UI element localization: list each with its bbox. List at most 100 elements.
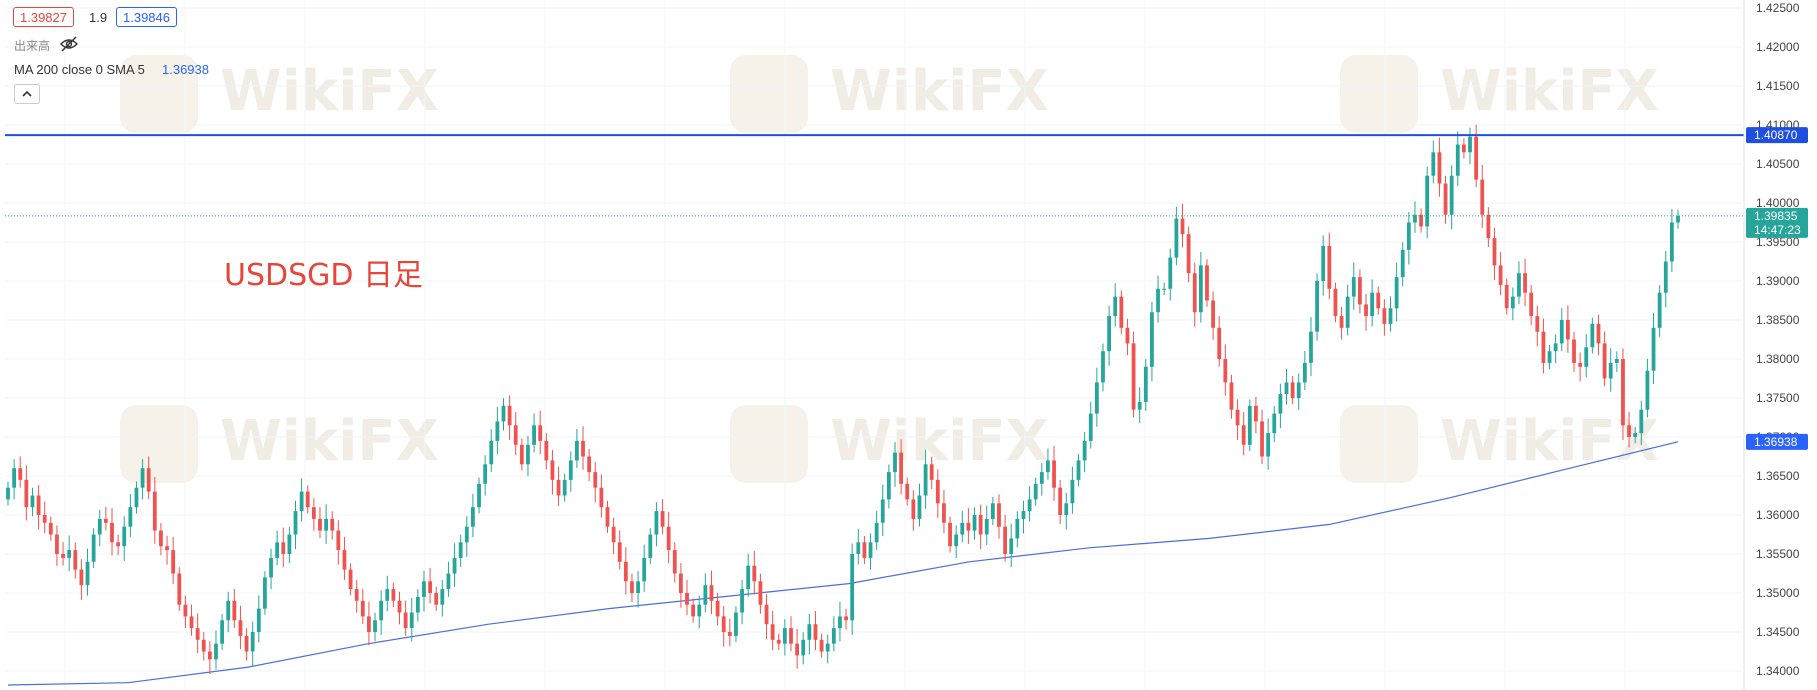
candle-body (960, 522, 965, 535)
candle-body (91, 534, 96, 562)
candle-body (287, 534, 292, 554)
candle-body (177, 573, 182, 605)
candle-body (819, 639, 824, 652)
price-tick-label: 1.42000 (1756, 40, 1800, 54)
candle-body (844, 616, 848, 621)
candle-body (954, 534, 959, 547)
candle-body (507, 405, 512, 426)
last-price-badge (1746, 207, 1808, 238)
candle-body (948, 522, 952, 547)
price-tick-label: 1.40000 (1756, 196, 1800, 210)
candle-body (1070, 479, 1075, 504)
eye-hidden-icon[interactable] (60, 36, 78, 52)
candle-body (630, 581, 634, 593)
price-tick-label: 1.34000 (1756, 664, 1800, 678)
indicator-label[interactable]: MA 200 close 0 SMA 5 (14, 62, 145, 77)
candle-body (874, 522, 879, 543)
candle-body (886, 472, 891, 500)
candle-body (691, 604, 696, 617)
candle-body (1027, 499, 1032, 512)
candle-body (587, 456, 592, 473)
candle-body (336, 530, 341, 551)
candle-body (1498, 265, 1503, 285)
candle-body (764, 604, 769, 625)
candle-body (734, 612, 738, 636)
candle-body (330, 518, 335, 531)
candle-body (42, 515, 47, 523)
watermark-text: WikiFX (1440, 409, 1659, 474)
candle-body (171, 550, 176, 574)
candle-body (244, 635, 249, 652)
price-axis[interactable]: 1.34000 1.34500 1.35000 1.35500 1.36000 1.365… (1743, 0, 1808, 690)
candle-body (1180, 218, 1185, 235)
candle-body (1651, 327, 1656, 371)
candle-body (978, 515, 983, 535)
sell-price-pill[interactable]: 1.39827 (13, 7, 74, 27)
price-tick-label: 1.37500 (1756, 391, 1800, 405)
ma-price-text: 1.36938 (1754, 435, 1798, 449)
candle-body (1015, 518, 1020, 539)
candle-body (1039, 472, 1044, 484)
candle-body (911, 499, 916, 519)
candle-body (1572, 339, 1576, 363)
candle-body (1596, 323, 1601, 344)
candle-body (1327, 245, 1332, 289)
candle-body (1284, 382, 1289, 395)
ma-price-badge (1746, 433, 1808, 450)
candle-body (281, 542, 286, 554)
candle-body (428, 581, 432, 593)
candle-body (538, 425, 543, 441)
candle-body (1425, 175, 1430, 227)
candle-body (1449, 175, 1454, 215)
candle-body (1113, 296, 1118, 317)
candle-body (1205, 265, 1209, 301)
candle-body (746, 565, 751, 590)
candle-body (685, 593, 689, 605)
candle-body (1272, 413, 1277, 434)
candle-body (110, 522, 114, 543)
candle-body (795, 643, 800, 656)
candle-body (1046, 460, 1050, 473)
candle-body (1370, 292, 1375, 317)
candle-body (391, 589, 396, 601)
resistance-price-text: 1.40870 (1754, 128, 1798, 142)
candle-body (568, 460, 573, 480)
candle-body (1143, 366, 1148, 402)
candle-body (207, 651, 212, 660)
candle-body (789, 628, 793, 644)
candle-body (269, 557, 273, 578)
candle-body (1541, 331, 1546, 363)
candle-body (1192, 273, 1197, 313)
candle-body (581, 440, 585, 457)
candle-body (12, 468, 17, 488)
collapse-button[interactable] (14, 84, 40, 104)
candle-body (238, 620, 243, 636)
candle-body (532, 425, 536, 445)
price-tick-label: 1.36500 (1756, 469, 1800, 483)
watermark-text: WikiFX (830, 59, 1049, 124)
candle-body (1406, 222, 1411, 250)
candle-body (140, 468, 145, 488)
candle-body (489, 440, 494, 465)
watermark-logo (1340, 405, 1418, 483)
candle-body (373, 620, 377, 632)
candle-body (648, 534, 653, 558)
candle-body (446, 573, 451, 590)
candle-body (183, 604, 188, 617)
candle-body (1235, 409, 1240, 426)
buy-price-pill[interactable]: 1.39846 (116, 7, 177, 27)
candle-body (434, 593, 439, 605)
candle-body (1131, 343, 1136, 410)
candle-body (1033, 483, 1038, 500)
candle-body (1455, 144, 1460, 176)
candle-body (997, 503, 1001, 527)
candle-body (311, 507, 316, 519)
candle-body (1614, 359, 1619, 363)
candle-body (678, 573, 683, 593)
candle-body (562, 479, 567, 496)
price-tick-label: 1.41500 (1756, 79, 1800, 93)
watermark-logo (120, 55, 198, 133)
candle-body (654, 511, 659, 535)
candle-body (36, 495, 41, 515)
